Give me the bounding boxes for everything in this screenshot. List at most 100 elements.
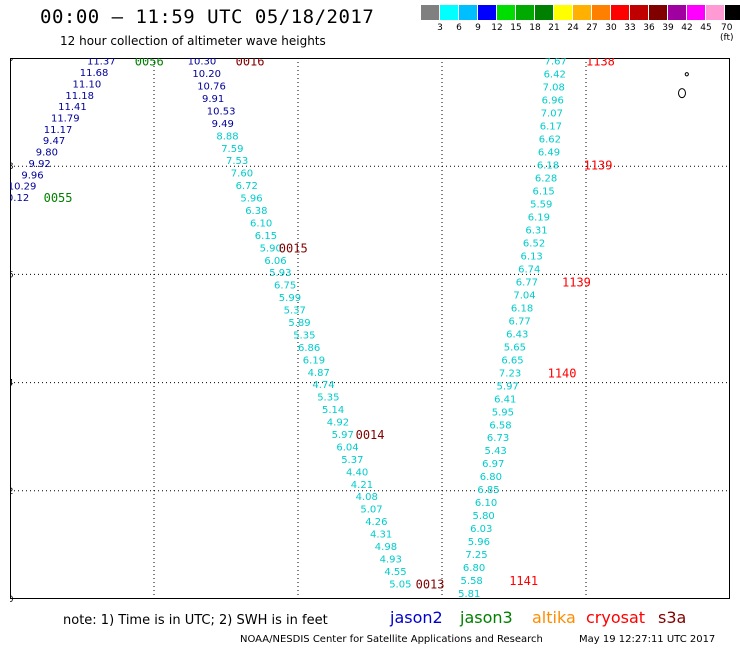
legend-tick-label: 30 [605, 23, 617, 33]
wave-height-label: 5.16 [456, 602, 478, 603]
wave-height-label: 7.07 [541, 109, 563, 120]
wave-height-label: 5.35 [293, 330, 315, 341]
map-frame [10, 58, 730, 599]
wave-height-label: 5.80 [473, 511, 495, 522]
wave-height-label: 6.10 [475, 498, 497, 509]
wave-height-label: 7.59 [221, 144, 243, 155]
wave-height-label: 6.72 [236, 181, 258, 192]
wave-height-label: 6.15 [533, 187, 555, 198]
legend-tick-label: 12 [491, 23, 503, 33]
legend-swatch [687, 5, 705, 20]
wave-height-label: 5.58 [461, 576, 483, 587]
legend-swatch [706, 5, 724, 20]
wave-height-label: 5.97 [497, 381, 519, 392]
wave-height-label: 4.31 [370, 530, 392, 541]
wave-height-label: 5.97 [332, 430, 354, 441]
legend-tick-label: 33 [624, 23, 636, 33]
legend-swatch [554, 5, 572, 20]
island-marker [684, 72, 689, 77]
wave-height-label: 5.89 [288, 318, 310, 329]
wave-height-label: 11.37 [87, 58, 116, 68]
wave-height-label: 6.38 [245, 206, 267, 217]
wave-height-label: 6.73 [487, 433, 509, 444]
lat-tick-label: 32 [10, 487, 13, 497]
wave-height-label: 4.26 [365, 517, 387, 528]
lat-tick-label: 40 [10, 58, 14, 64]
pass-time-label: 0014 [356, 428, 385, 442]
wave-height-label: 9.96 [21, 170, 43, 181]
lat-tick-label: 30 [10, 595, 14, 603]
wave-height-label: 5.05 [389, 579, 411, 590]
wave-height-label: 7.04 [513, 290, 535, 301]
pass-time-label: 0016 [236, 58, 265, 69]
legend-tick-label: 3 [437, 23, 443, 33]
wave-height-label: 11.68 [80, 68, 109, 79]
legend-swatch [535, 5, 553, 20]
wave-height-label: 6.75 [274, 281, 296, 292]
wave-height-label: 6.19 [528, 213, 550, 224]
legend-swatch [440, 5, 458, 20]
legend-swatch [630, 5, 648, 20]
wave-height-label: 10.12 [10, 193, 29, 204]
wave-height-label: 4.40 [346, 467, 368, 478]
wave-height-label: 8.88 [216, 131, 238, 142]
wave-height-label: 10.76 [197, 82, 226, 93]
pass-time-label: 1139 [562, 275, 591, 289]
wave-height-label: 11.17 [44, 125, 73, 136]
wave-height-label: 5.43 [485, 446, 507, 457]
pass-time-label: 0055 [44, 191, 73, 205]
wave-height-label: 6.49 [538, 148, 560, 159]
pass-time-label: 0056 [135, 58, 164, 69]
legend-tick-label: 36 [643, 23, 655, 33]
legend-swatch [516, 5, 534, 20]
wave-height-label: 5.07 [360, 505, 382, 516]
legend-tick-label: 15 [510, 23, 522, 33]
wave-height-label: 4.74 [312, 380, 334, 391]
wave-height-label: 6.58 [489, 420, 511, 431]
legend-swatch [459, 5, 477, 20]
page-title: 00:00 – 11:59 UTC 05/18/2017 [40, 6, 375, 28]
wave-height-label: 4.92 [327, 418, 349, 429]
wave-height-label: 7.25 [465, 550, 487, 561]
legend-swatch [421, 5, 439, 20]
wave-height-label: 6.80 [463, 563, 485, 574]
legend-tick-label: 39 [662, 23, 674, 33]
wave-height-label: 4.21 [351, 480, 373, 491]
wave-height-label: 6.62 [539, 135, 561, 146]
legend-swatch [668, 5, 686, 20]
wave-height-label: 7.08 [543, 83, 565, 94]
wave-height-label: 5.35 [317, 393, 339, 404]
satellite-jason2: jason2 [390, 608, 443, 627]
wave-height-label: 6.13 [521, 251, 543, 262]
note-text: note: 1) Time is in UTC; 2) SWH is in fe… [63, 613, 328, 628]
wave-height-label: 7.67 [545, 58, 567, 68]
wave-height-label: 6.86 [298, 343, 320, 354]
legend-swatch [611, 5, 629, 20]
legend-tick-label: 6 [456, 23, 462, 33]
wave-height-label: 6.77 [509, 316, 531, 327]
wave-height-label: 6.85 [477, 485, 499, 496]
legend-swatch [497, 5, 515, 20]
wave-height-label: 6.31 [525, 225, 547, 236]
wave-height-label: 5.93 [269, 268, 291, 279]
wave-height-label: 6.74 [518, 264, 540, 275]
timestamp-text: May 19 12:27:11 UTC 2017 [579, 634, 716, 645]
wave-height-label: 9.49 [212, 119, 234, 130]
wave-height-label: 6.41 [494, 394, 516, 405]
legend-tick-label: 21 [548, 23, 560, 33]
legend-swatch [592, 5, 610, 20]
island-marker [678, 88, 686, 99]
wave-height-label: 4.87 [308, 368, 330, 379]
wave-height-label: 6.96 [542, 96, 564, 107]
wave-height-label: 10.20 [192, 69, 221, 80]
wave-height-label: 5.99 [279, 293, 301, 304]
wave-height-label: 6.18 [537, 161, 559, 172]
wave-height-label: 7.53 [226, 156, 248, 167]
wave-height-label: 4.93 [380, 554, 402, 565]
wave-height-label: 5.14 [322, 405, 344, 416]
wave-height-label: 10.53 [207, 106, 236, 117]
wave-height-label: 9.91 [202, 94, 224, 105]
pass-time-label: 1141 [509, 574, 538, 588]
credit-text: NOAA/NESDIS Center for Satellite Applica… [240, 634, 543, 645]
map-plot: 403836343230-45-42-39-36-33-3011.3711.68… [1, 54, 737, 626]
